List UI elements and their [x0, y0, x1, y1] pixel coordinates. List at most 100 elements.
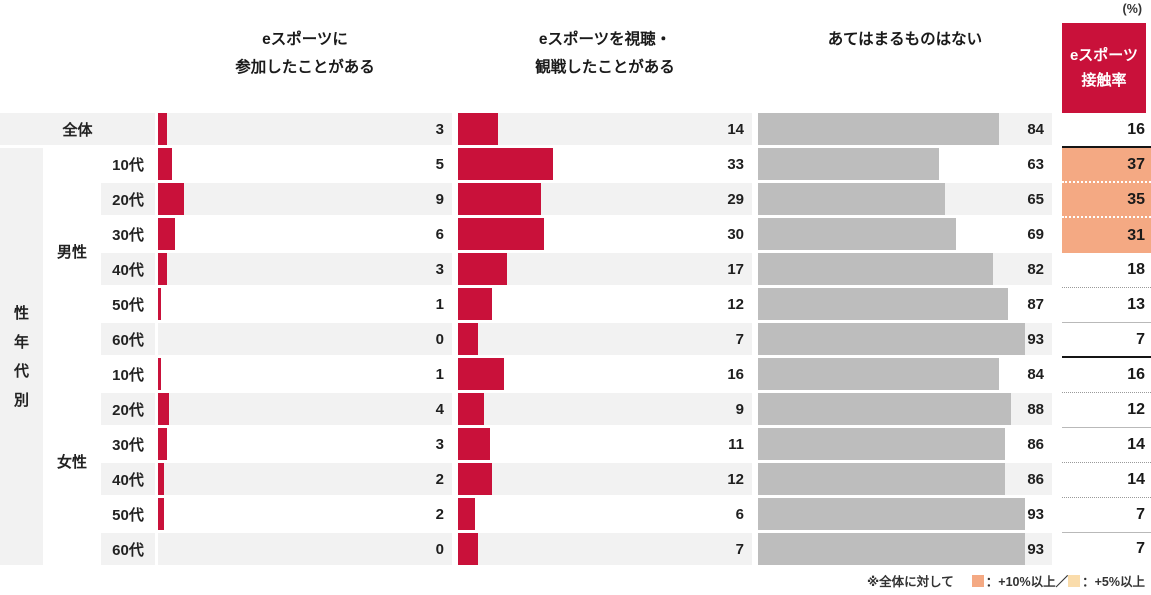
- bar-value: 93: [1027, 505, 1044, 523]
- bar-value: 86: [1027, 470, 1044, 488]
- bar-value: 29: [727, 190, 744, 208]
- bar-value: 1: [435, 365, 444, 383]
- watched-bar: [458, 393, 484, 425]
- none-bar: [758, 358, 1000, 390]
- contact-rate-value: 16: [1062, 358, 1151, 393]
- row-label-age: 50代: [101, 498, 155, 530]
- table-row: 40代 3 17 82: [0, 253, 1060, 285]
- row-label-age: 10代: [101, 358, 155, 390]
- bar-cell-none: 82: [758, 253, 1052, 285]
- bar-cell-none: 93: [758, 323, 1052, 355]
- watched-bar: [458, 113, 499, 145]
- bar-value: 69: [1027, 225, 1044, 243]
- bar-cell-watched: 12: [458, 288, 752, 320]
- bar-cell-participated: 4: [158, 393, 452, 425]
- legend-plus5-swatch-icon: [1068, 575, 1081, 587]
- bar-cell-watched: 16: [458, 358, 752, 390]
- vertical-label-char: 別: [13, 391, 29, 409]
- row-label-age: 40代: [101, 253, 155, 285]
- bar-value: 93: [1027, 330, 1044, 348]
- vertical-label-char: 代: [13, 362, 29, 380]
- bar-value: 17: [727, 260, 744, 278]
- contact-rate-value: 14: [1062, 463, 1151, 498]
- bar-cell-participated: 6: [158, 218, 452, 250]
- bar-cell-watched: 7: [458, 533, 752, 565]
- none-bar: [758, 463, 1005, 495]
- contact-rate-value: 31: [1062, 218, 1151, 253]
- bar-value: 87: [1027, 295, 1044, 313]
- data-table: 性年代別 男性 女性 全体 3 14 84 10代 5 33 63 20代 9 29 65 30代 6 30…: [0, 113, 1151, 568]
- none-bar: [758, 533, 1025, 565]
- bar-value: 3: [435, 435, 444, 453]
- vertical-label-char: 年: [13, 333, 29, 351]
- watched-bar: [458, 218, 545, 250]
- bar-value: 0: [435, 540, 444, 558]
- contact-rate-value: 14: [1062, 428, 1151, 463]
- table-row: 40代 2 12 86: [0, 463, 1060, 495]
- none-bar: [758, 393, 1011, 425]
- watched-bar: [458, 323, 479, 355]
- bar-cell-none: 69: [758, 218, 1052, 250]
- contact-rate-header-line: eスポーツ: [1069, 47, 1139, 64]
- table-row: 50代 1 12 87: [0, 288, 1060, 320]
- bar-cell-participated: 1: [158, 288, 452, 320]
- legend-plus10-label: ：+10%以上／: [985, 575, 1069, 589]
- bar-value: 7: [735, 330, 744, 348]
- participated-bar: [158, 393, 170, 425]
- bar-value: 84: [1027, 365, 1044, 383]
- participated-bar: [158, 218, 176, 250]
- watched-bar: [458, 463, 493, 495]
- footnote: ※全体に対して ：+10%以上／ ：+5%以上: [0, 571, 1145, 590]
- participated-bar: [158, 428, 167, 460]
- bar-cell-participated: 3: [158, 428, 452, 460]
- column-header-line: eスポーツに: [262, 31, 348, 48]
- column-header-none: あてはまるものはない: [758, 26, 1052, 54]
- bar-cell-none: 65: [758, 183, 1052, 215]
- contact-rate-value: 7: [1062, 323, 1151, 358]
- none-bar: [758, 498, 1025, 530]
- none-bar: [758, 428, 1005, 460]
- bar-value: 82: [1027, 260, 1044, 278]
- row-label-total: 全体: [0, 113, 155, 145]
- bar-cell-none: 87: [758, 288, 1052, 320]
- table-row: 10代 5 33 63: [0, 148, 1060, 180]
- legend-plus10-swatch-icon: [971, 575, 984, 587]
- table-row: 10代 1 16 84: [0, 358, 1060, 390]
- column-header-line: eスポーツを視聴・: [538, 31, 672, 48]
- row-group-label-gender-age: 性年代別: [0, 148, 43, 565]
- bar-cell-participated: 2: [158, 463, 452, 495]
- bar-value: 3: [435, 260, 444, 278]
- table-row: 30代 6 30 69: [0, 218, 1060, 250]
- contact-rate-value: 12: [1062, 393, 1151, 428]
- column-header-participated: eスポーツに 参加したことがある: [158, 26, 452, 82]
- bar-cell-watched: 17: [458, 253, 752, 285]
- bar-value: 2: [435, 505, 444, 523]
- bar-value: 6: [435, 225, 444, 243]
- contact-rate-value: 7: [1062, 498, 1151, 533]
- row-label-age: 30代: [101, 218, 155, 250]
- bar-cell-none: 88: [758, 393, 1052, 425]
- table-row: 30代 3 11 86: [0, 428, 1060, 460]
- row-label-age: 20代: [101, 393, 155, 425]
- row-group-label-female: 女性: [45, 358, 99, 565]
- bar-value: 2: [435, 470, 444, 488]
- bar-cell-watched: 12: [458, 463, 752, 495]
- bar-cell-watched: 11: [458, 428, 752, 460]
- watched-bar: [458, 533, 479, 565]
- table-row: 全体 3 14 84: [0, 113, 1060, 145]
- watched-bar: [458, 253, 507, 285]
- bar-cell-participated: 3: [158, 113, 452, 145]
- bar-value: 4: [435, 400, 444, 418]
- table-row: 50代 2 6 93: [0, 498, 1060, 530]
- bar-cell-participated: 0: [158, 323, 452, 355]
- none-bar: [758, 183, 945, 215]
- bar-cell-participated: 2: [158, 498, 452, 530]
- bar-cell-watched: 7: [458, 323, 752, 355]
- bar-cell-none: 63: [758, 148, 1052, 180]
- participated-bar: [158, 463, 164, 495]
- bar-cell-watched: 29: [458, 183, 752, 215]
- bar-cell-watched: 14: [458, 113, 752, 145]
- bar-value: 16: [727, 365, 744, 383]
- bar-cell-watched: 9: [458, 393, 752, 425]
